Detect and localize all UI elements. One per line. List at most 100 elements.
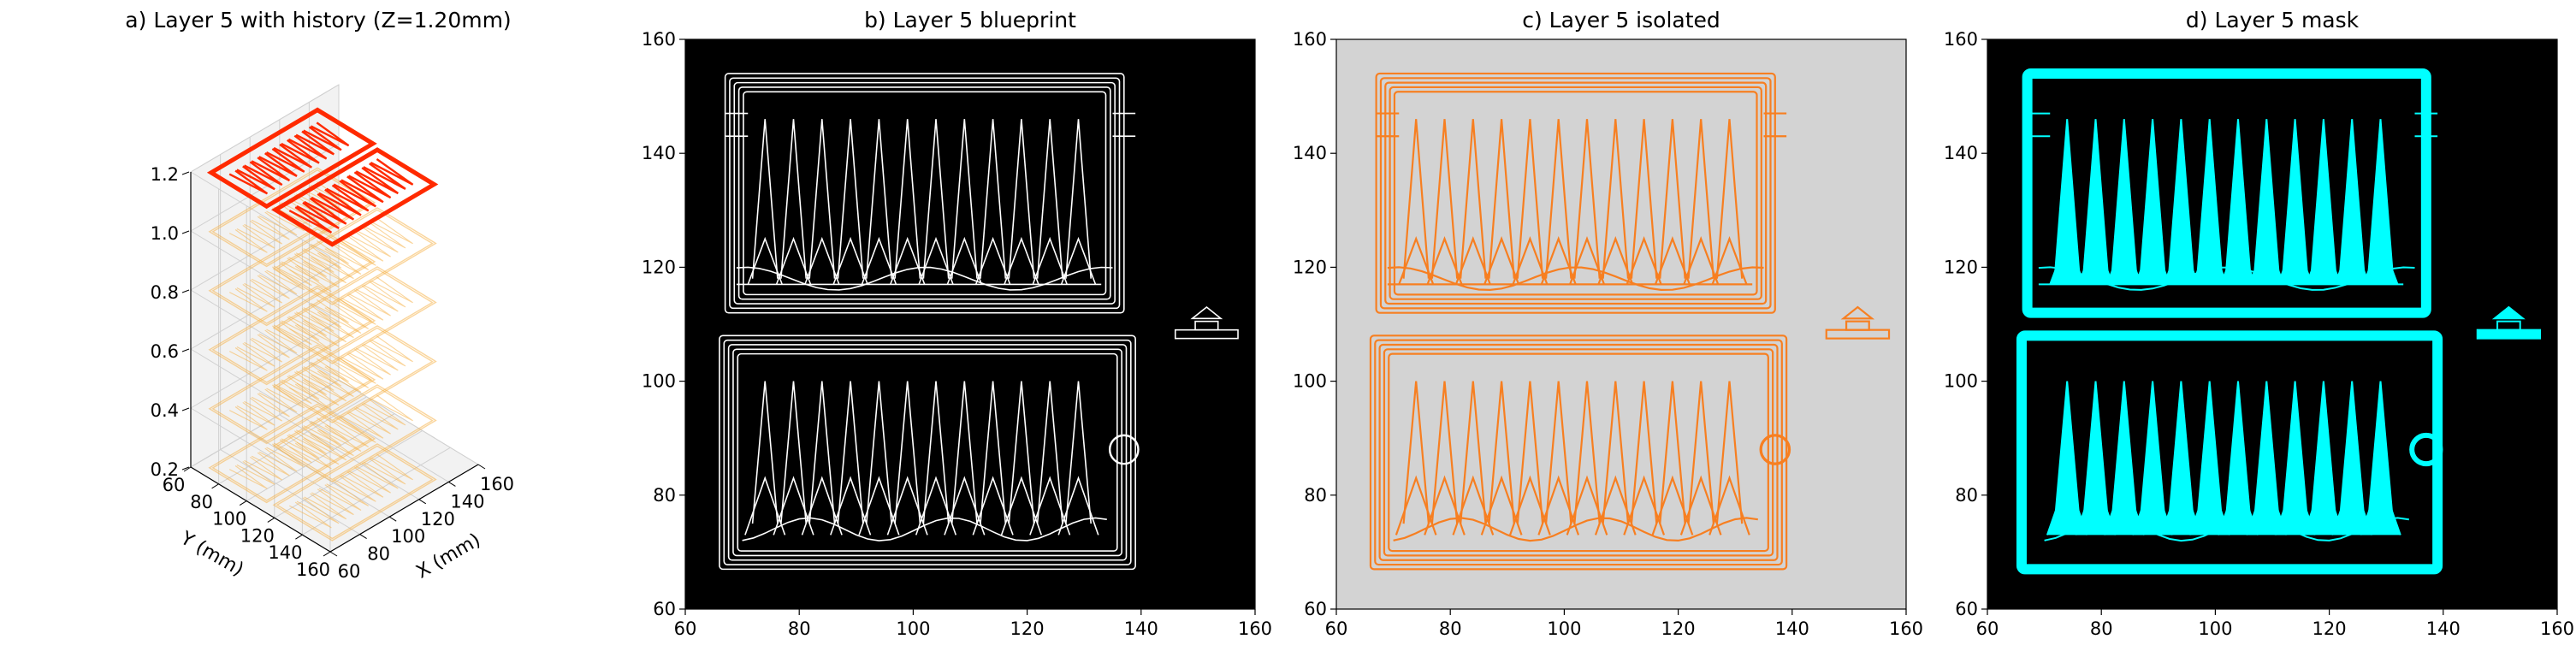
spike-base	[946, 236, 983, 285]
part-outline	[743, 91, 1107, 296]
layer-spike	[347, 171, 392, 199]
layer-spike	[370, 394, 413, 422]
spike	[2139, 381, 2166, 524]
spike-base	[1679, 475, 1722, 536]
layer-spike	[341, 411, 384, 439]
spike-base	[832, 236, 868, 285]
layer-outline	[206, 107, 377, 210]
spike	[1065, 381, 1092, 524]
y-tick-label: 120	[240, 525, 275, 546]
layer-spike	[296, 320, 340, 347]
spike-base	[1569, 235, 1606, 285]
y-axis-label: Y (mm)	[176, 527, 247, 580]
spike	[2167, 119, 2195, 279]
spike	[2082, 381, 2110, 524]
layer-spike	[228, 229, 268, 253]
spike	[1630, 119, 1658, 279]
spike-base	[858, 476, 900, 536]
spike	[2053, 119, 2081, 279]
spike	[2338, 381, 2366, 524]
spike-base	[1480, 475, 1523, 536]
part-outline	[1378, 343, 1779, 561]
layer-spike	[341, 234, 384, 262]
x-tick-label: 120	[1661, 618, 1696, 639]
part-outline	[737, 352, 1118, 552]
layer-spike	[311, 192, 355, 221]
layer-outline	[272, 266, 437, 364]
part-outline	[2022, 68, 2431, 318]
spike-base	[974, 236, 1011, 285]
layer-spike	[333, 417, 376, 443]
side-feature	[2491, 305, 2526, 320]
part-outline	[729, 77, 1121, 310]
plot-area	[1335, 38, 1907, 610]
part-outline	[1369, 334, 1788, 571]
layer-spike	[348, 348, 391, 376]
x-tick-label: 80	[788, 618, 811, 639]
panel-title: d) Layer 5 mask	[2186, 8, 2360, 33]
spike-base	[2163, 236, 2200, 285]
spike	[1488, 381, 1515, 524]
y-tick-label: 120	[1293, 257, 1327, 277]
layer-spike	[363, 281, 406, 308]
layer-spike	[228, 406, 268, 430]
x-axis-line	[329, 464, 479, 553]
infill-path	[2038, 266, 2415, 291]
spike-base	[1398, 235, 1435, 285]
part-outline	[737, 86, 1111, 300]
layer-spike	[355, 344, 399, 371]
layer-outline	[275, 445, 434, 540]
layer-spike	[273, 143, 313, 169]
spike	[1630, 381, 1658, 524]
spike-base	[2077, 236, 2114, 285]
part-outline	[1393, 91, 1758, 296]
layer-spike	[244, 220, 283, 245]
layer-outline	[208, 167, 376, 268]
spike-base	[1540, 235, 1577, 285]
spike-base	[944, 476, 986, 536]
spike	[1573, 381, 1601, 524]
spike-base	[1597, 235, 1634, 285]
spike	[980, 381, 1007, 524]
layer-spike	[318, 248, 362, 275]
x-tick-label: 120	[421, 509, 455, 530]
layer-outline	[272, 384, 437, 482]
layer-spike	[363, 399, 406, 426]
x-tick-label: 100	[896, 618, 930, 639]
layer-spike	[296, 202, 340, 229]
spike-base	[1651, 475, 1694, 536]
infill-path	[2044, 517, 2409, 542]
layer-outline	[210, 109, 374, 207]
layer-spike	[244, 397, 283, 422]
spike-base	[1032, 236, 1068, 285]
part-outline	[719, 334, 1136, 571]
layer-outline	[275, 327, 434, 422]
spike-base	[1594, 475, 1637, 536]
layer-spike	[311, 370, 354, 398]
grid-line	[218, 396, 367, 485]
x-tick-label: 140	[2426, 618, 2461, 639]
layer-spike	[251, 334, 290, 358]
spike-base	[2220, 236, 2256, 285]
spike-base	[2103, 475, 2146, 536]
panel-b-blueprint: 60 80 100 120 140 160 60 80 100 120 140 160 b) Layer…	[642, 8, 1272, 639]
spike	[2053, 381, 2081, 524]
spike-base	[801, 476, 843, 536]
grid-line	[190, 379, 340, 468]
z-tick-label: 1.0	[151, 223, 179, 244]
grid-line	[274, 429, 423, 518]
y-tick-label: 80	[653, 485, 676, 506]
layer-spike	[311, 252, 354, 280]
layer-spike	[251, 275, 290, 299]
layer-spike	[304, 197, 347, 225]
spike	[2366, 381, 2395, 524]
spike	[1687, 381, 1714, 524]
layer-spike	[296, 497, 340, 524]
spike-base	[1004, 236, 1039, 285]
layer-spike	[265, 148, 305, 173]
spike-base	[2191, 236, 2228, 285]
z-tick-label: 0.8	[151, 282, 179, 303]
spike	[2139, 119, 2166, 279]
spike-base	[890, 236, 926, 285]
layer-outline	[208, 285, 376, 386]
